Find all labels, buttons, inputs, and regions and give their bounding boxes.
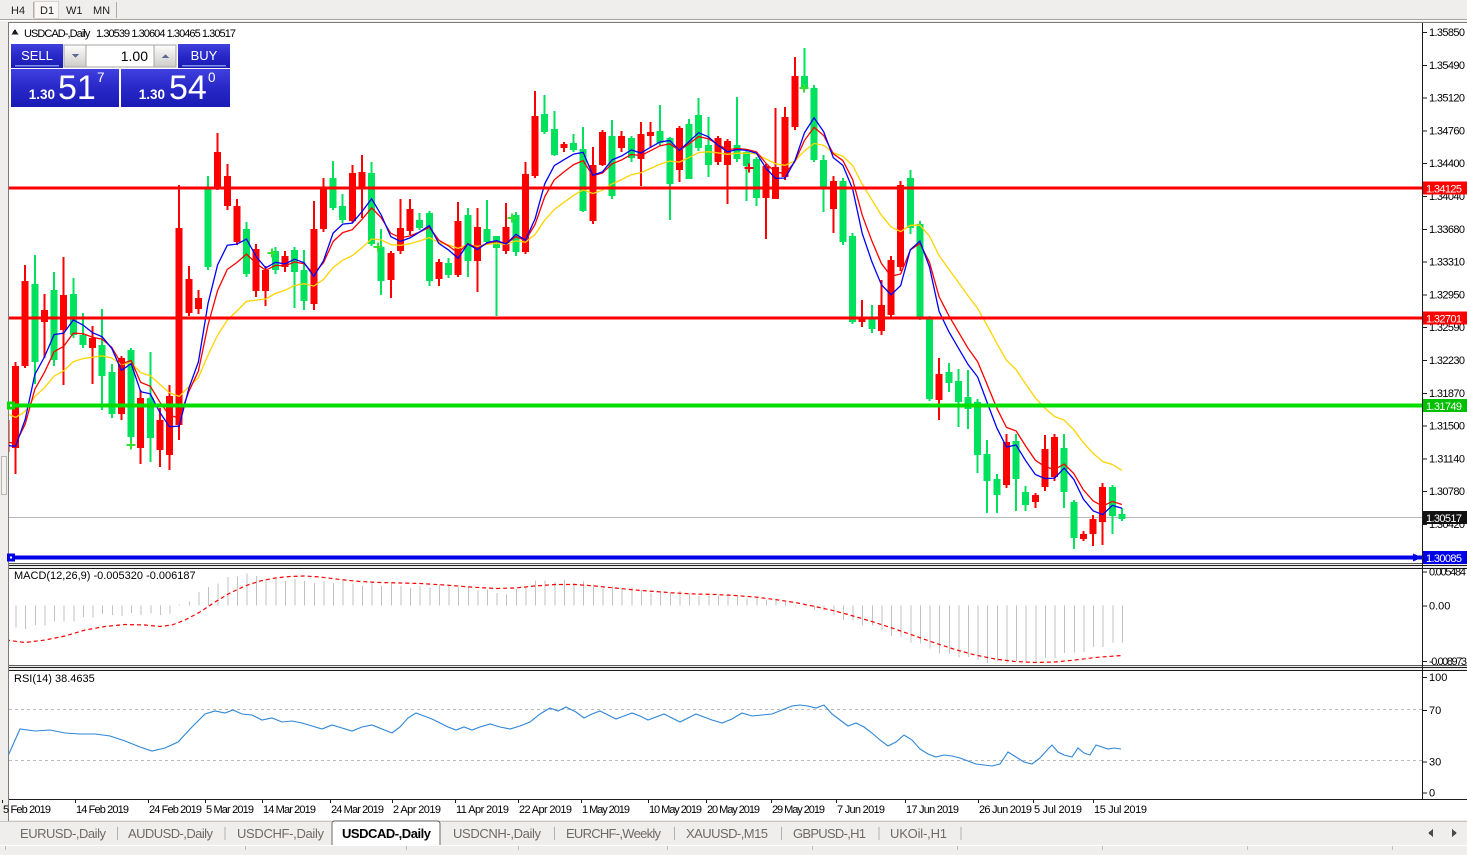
svg-text:7: 7 (97, 70, 105, 85)
svg-text:2 Apr 2019: 2 Apr 2019 (393, 804, 441, 816)
svg-text:GBPUSD-,H1: GBPUSD-,H1 (793, 826, 866, 841)
svg-text:14 Feb 2019: 14 Feb 2019 (76, 804, 129, 816)
svg-text:7 Jun 2019: 7 Jun 2019 (837, 804, 885, 816)
svg-text:1.34760: 1.34760 (1429, 125, 1465, 137)
svg-text:1.31870: 1.31870 (1429, 388, 1465, 400)
svg-text:0.005484: 0.005484 (1429, 567, 1466, 579)
svg-text:0: 0 (1429, 788, 1435, 800)
svg-text:SELL: SELL (21, 48, 53, 63)
svg-text:1.33680: 1.33680 (1429, 224, 1465, 236)
svg-text:5 Jul 2019: 5 Jul 2019 (1034, 804, 1082, 816)
svg-text:1.35120: 1.35120 (1429, 93, 1465, 105)
svg-text:29 May 2019: 29 May 2019 (772, 804, 825, 816)
svg-text:1.32590: 1.32590 (1429, 322, 1465, 334)
svg-text:USDCNH-,Daily: USDCNH-,Daily (453, 826, 542, 841)
svg-text:54: 54 (169, 69, 207, 107)
svg-text:W1: W1 (66, 5, 83, 17)
svg-text:BUY: BUY (191, 48, 218, 63)
svg-text:100: 100 (1429, 672, 1447, 684)
svg-text:1.31140: 1.31140 (1429, 453, 1465, 465)
svg-text:1.35850: 1.35850 (1429, 27, 1465, 39)
svg-text:24 Feb 2019: 24 Feb 2019 (149, 804, 202, 816)
svg-text:51: 51 (58, 69, 96, 107)
svg-text:22 Apr 2019: 22 Apr 2019 (519, 804, 572, 816)
svg-text:H4: H4 (11, 5, 25, 17)
svg-text:24 Mar 2019: 24 Mar 2019 (331, 804, 384, 816)
svg-text:20 May 2019: 20 May 2019 (707, 804, 760, 816)
svg-text:1.31749: 1.31749 (1426, 401, 1462, 413)
svg-text:1.33310: 1.33310 (1429, 257, 1465, 269)
svg-text:AUDUSD-,Daily: AUDUSD-,Daily (128, 826, 214, 841)
svg-text:0.00: 0.00 (1429, 601, 1450, 613)
svg-text:15 Jul 2019: 15 Jul 2019 (1094, 804, 1147, 816)
svg-text:-0.008973: -0.008973 (1429, 656, 1467, 668)
svg-text:EURUSD-,Daily: EURUSD-,Daily (20, 826, 107, 841)
svg-text:5 Mar 2019: 5 Mar 2019 (206, 804, 254, 816)
svg-text:1.30085: 1.30085 (1426, 553, 1462, 565)
svg-text:30: 30 (1429, 757, 1441, 769)
svg-text:USDCAD-,Daily: USDCAD-,Daily (342, 826, 432, 841)
svg-text:1.00: 1.00 (121, 48, 148, 64)
svg-text:1.34125: 1.34125 (1426, 184, 1462, 196)
svg-text:5 Feb 2019: 5 Feb 2019 (3, 804, 51, 816)
svg-text:XAUUSD-,M15: XAUUSD-,M15 (686, 826, 768, 841)
svg-text:1 May 2019: 1 May 2019 (582, 804, 630, 816)
svg-text:1.30: 1.30 (29, 87, 55, 102)
svg-text:1.35490: 1.35490 (1429, 60, 1465, 72)
svg-text:USDCHF-,Daily: USDCHF-,Daily (237, 826, 325, 841)
svg-text:1.32701: 1.32701 (1426, 314, 1462, 326)
svg-text:1.31500: 1.31500 (1429, 421, 1465, 433)
svg-text:11 Apr 2019: 11 Apr 2019 (456, 804, 509, 816)
svg-text:17 Jun 2019: 17 Jun 2019 (906, 804, 959, 816)
svg-text:MN: MN (93, 5, 110, 17)
svg-text:EURCHF-,Weekly: EURCHF-,Weekly (566, 826, 662, 841)
svg-text:1.34400: 1.34400 (1429, 158, 1465, 170)
svg-text:14 Mar 2019: 14 Mar 2019 (263, 804, 316, 816)
svg-text:1.30517: 1.30517 (1426, 513, 1462, 525)
svg-text:1.32950: 1.32950 (1429, 289, 1465, 301)
svg-text:1.32230: 1.32230 (1429, 355, 1465, 367)
svg-text:MACD(12,26,9) -0.005320 -0.006: MACD(12,26,9) -0.005320 -0.006187 (14, 570, 196, 582)
svg-text:UKOil-,H1: UKOil-,H1 (890, 826, 947, 841)
svg-text:26 Jun 2019: 26 Jun 2019 (979, 804, 1032, 816)
svg-text:70: 70 (1429, 705, 1441, 717)
svg-text:RSI(14) 38.4635: RSI(14) 38.4635 (14, 673, 95, 685)
svg-text:1.30: 1.30 (139, 87, 165, 102)
svg-text:USDCAD-,Daily 1.30539 1.30604: USDCAD-,Daily 1.30539 1.30604 1.30465 1.… (24, 28, 236, 40)
svg-text:D1: D1 (40, 5, 54, 17)
svg-text:10 May 2019: 10 May 2019 (649, 804, 702, 816)
svg-text:1.30780: 1.30780 (1429, 486, 1465, 498)
svg-text:0: 0 (208, 70, 216, 85)
